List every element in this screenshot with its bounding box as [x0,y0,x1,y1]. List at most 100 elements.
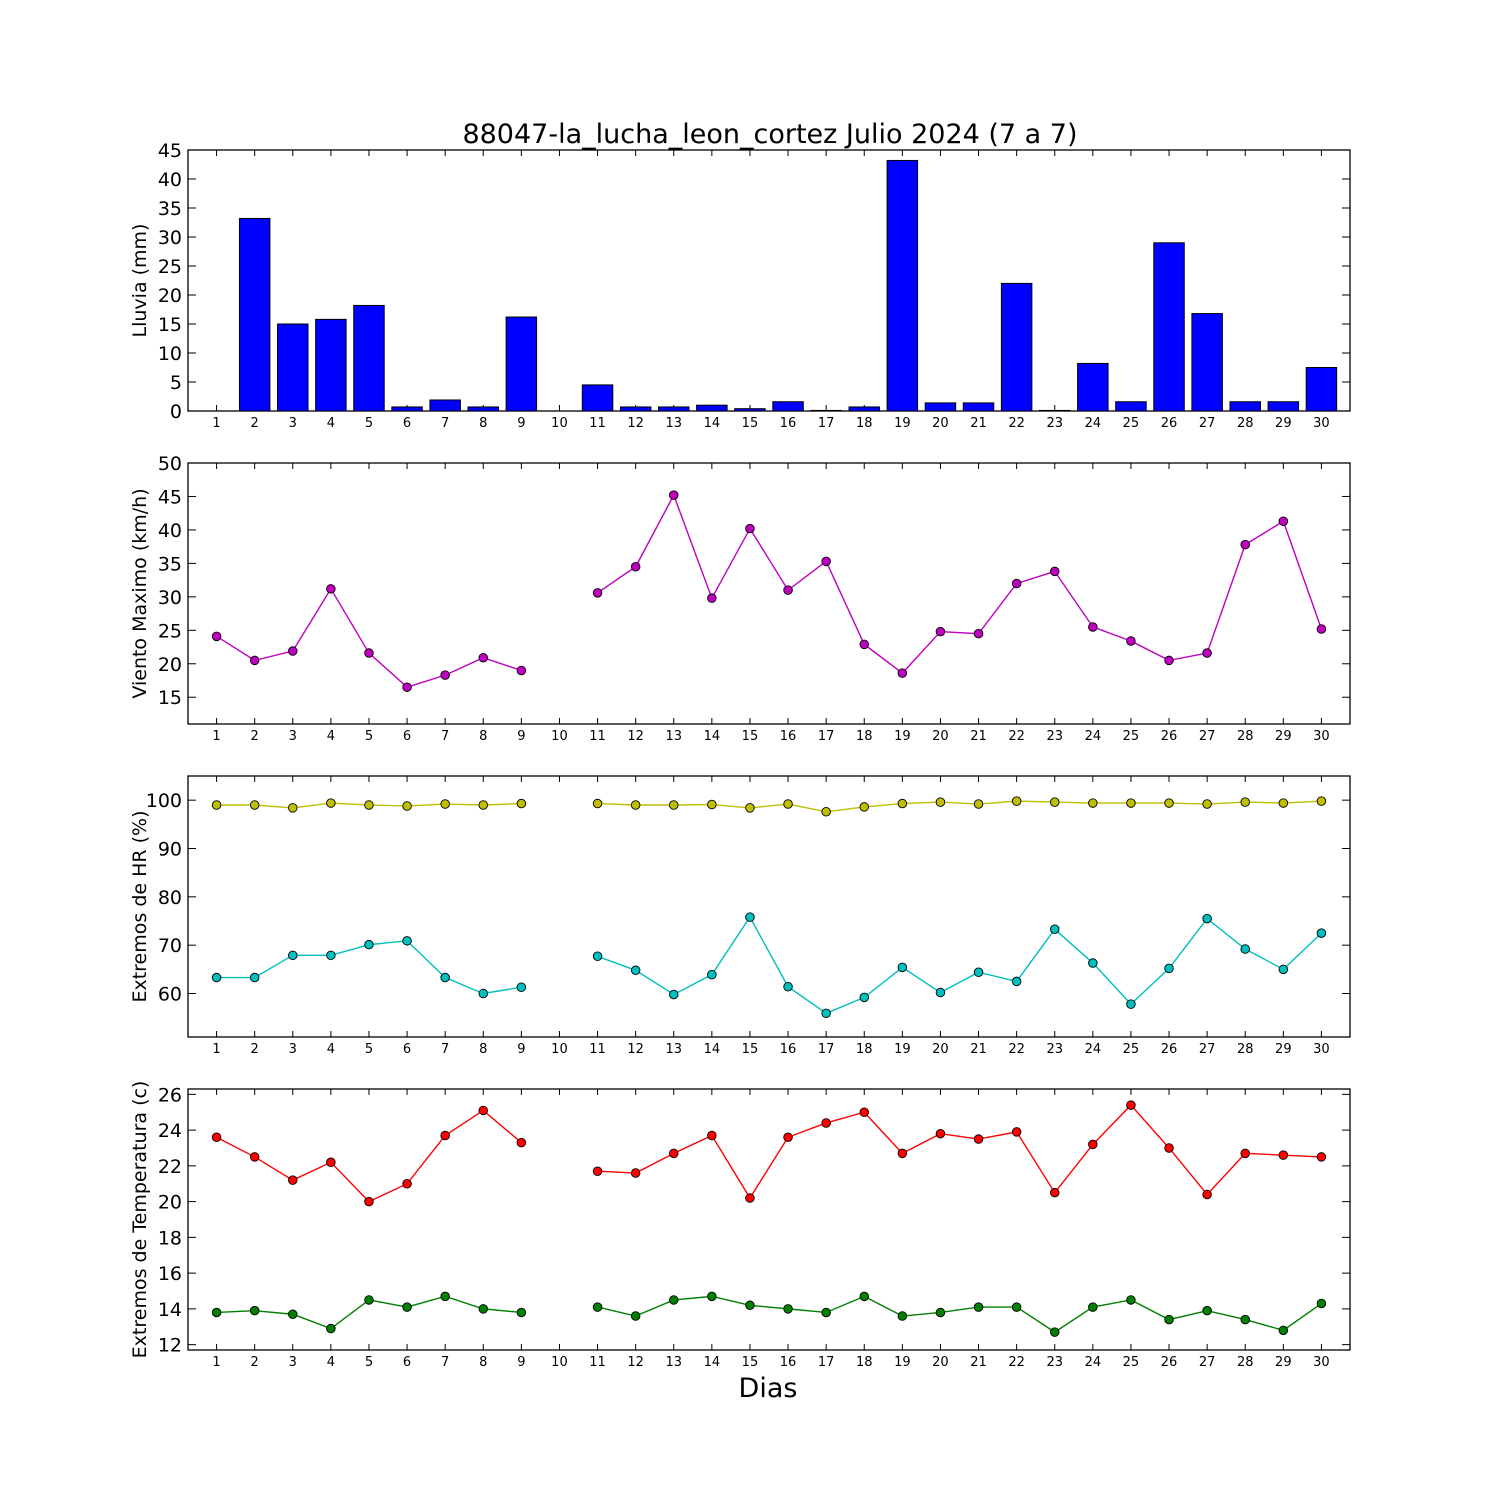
x-tick-label: 18 [856,1355,873,1370]
data-point [288,950,298,961]
data-point [249,972,260,983]
y-tick-label: 25 [158,256,182,278]
x-tick-label: 5 [365,1042,373,1057]
x-tick-label: 27 [1199,729,1216,744]
data-point [1316,1298,1327,1309]
bar [1000,282,1033,412]
y-tick-label: 0 [170,401,182,423]
data-point [859,802,869,812]
data-point [1011,976,1022,987]
data-point [1011,578,1022,589]
data-point [821,556,831,567]
bar [772,401,804,412]
data-point [821,1118,831,1128]
x-tick-label: 12 [627,729,644,744]
data-point [211,800,222,810]
data-point [630,965,641,976]
data-point [1126,999,1136,1009]
x-tick-label: 28 [1237,1355,1254,1370]
x-tick-label: 3 [289,1042,297,1057]
x-tick-label: 22 [1008,729,1025,744]
y-tick-label: 20 [158,285,182,307]
bar [1077,362,1109,412]
x-tick-label: 18 [856,416,873,431]
x-tick-label: 15 [742,1042,759,1057]
x-tick-label: 14 [704,1355,721,1370]
data-point [1011,796,1022,806]
series-line [597,915,1322,1015]
bar [886,159,919,412]
x-tick-label: 21 [970,416,987,431]
data-point [707,969,717,980]
data-point [973,1134,984,1144]
data-point [859,1107,869,1117]
data-point [973,967,984,977]
data-point [897,798,908,809]
data-point [1011,1302,1022,1312]
data-point [973,1302,984,1312]
bar [1153,242,1185,412]
data-point [630,1168,641,1178]
data-point [1202,913,1212,924]
data-point [1240,539,1250,550]
series-line [597,1104,1322,1200]
x-tick-label: 10 [551,729,568,744]
x-tick-label: 15 [742,729,759,744]
data-point [440,799,450,809]
x-tick-label: 3 [289,416,297,431]
data-point [364,939,374,950]
data-point [288,646,298,656]
data-point [592,588,603,598]
data-point [478,652,489,663]
data-point [1278,1150,1289,1160]
data-point [897,668,908,678]
data-point [364,800,374,810]
x-tick-label: 1 [212,729,220,744]
data-point [707,1130,717,1141]
bar [696,404,728,412]
x-tick-label: 13 [665,416,682,431]
data-point [630,561,641,572]
x-tick-label: 8 [479,1042,487,1057]
data-point [1164,963,1174,974]
data-point [402,1178,412,1189]
bar [315,318,347,412]
data-point [707,799,717,810]
x-tick-label: 23 [1046,1355,1063,1370]
data-point [1049,924,1060,934]
x-tick-label: 23 [1046,729,1063,744]
x-tick-label: 16 [780,1355,797,1370]
x-tick-label: 5 [365,729,373,744]
data-point [745,912,755,922]
x-tick-label: 1 [212,1042,220,1057]
x-tick-label: 13 [665,729,682,744]
data-point [288,1309,298,1319]
x-tick-label: 8 [479,1355,487,1370]
plot-frame [187,775,1351,1038]
x-tick-label: 26 [1161,1042,1178,1057]
y-tick-label: 10 [158,343,182,365]
y-tick-label: 16 [158,1263,182,1285]
data-point [1316,624,1327,634]
data-point [516,665,527,676]
bar [1038,409,1071,412]
data-point [783,799,793,809]
x-tick-label: 30 [1313,416,1330,431]
data-point [935,626,946,637]
x-tick-label: 25 [1123,416,1140,431]
y-tick-label: 45 [158,140,182,162]
x-tick-label: 12 [627,1042,644,1057]
plot-frame [187,462,1351,725]
data-point [783,1304,793,1314]
y-tick-label: 40 [158,169,182,191]
y-tick-label: 30 [158,587,182,609]
data-point [592,1166,603,1176]
data-point [973,628,984,639]
x-tick-label: 12 [627,416,644,431]
data-point [478,800,489,810]
data-point [935,1128,946,1139]
x-tick-label: 11 [589,729,606,744]
bar [277,323,309,412]
x-tick-label: 29 [1275,416,1292,431]
